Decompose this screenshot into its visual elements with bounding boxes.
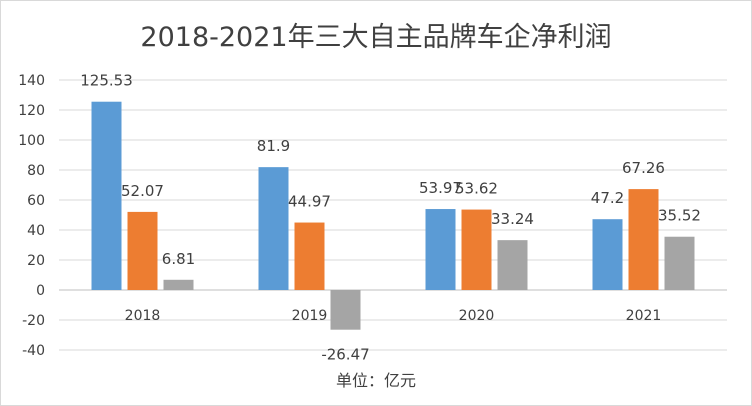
data-label: 35.52 <box>658 207 701 225</box>
data-label: 6.81 <box>162 250 195 268</box>
y-tick-label: -20 <box>22 313 45 329</box>
y-tick-label: 0 <box>36 283 45 299</box>
y-tick-label: 80 <box>27 163 45 179</box>
data-label: 52.07 <box>121 182 164 200</box>
x-tick-label: 2021 <box>626 308 662 324</box>
data-label: 81.9 <box>257 137 290 155</box>
bar <box>425 209 456 290</box>
y-tick-label: 140 <box>18 73 45 89</box>
bar <box>461 209 492 290</box>
x-tick-label: 2019 <box>292 308 328 324</box>
x-tick-label: 2020 <box>459 308 495 324</box>
data-label: -26.47 <box>321 346 369 364</box>
data-label: 47.2 <box>591 189 624 207</box>
data-label: 125.53 <box>80 72 133 90</box>
y-tick-label: 60 <box>27 193 45 209</box>
bar <box>592 219 623 290</box>
chart-title: 2018-2021年三大自主品牌车企净利润 <box>140 22 612 53</box>
y-tick-label: -40 <box>22 343 45 359</box>
bar <box>258 167 289 290</box>
y-tick-label: 120 <box>18 103 45 119</box>
data-label: 53.97 <box>419 179 462 197</box>
y-tick-label: 20 <box>27 253 45 269</box>
bar <box>330 290 361 330</box>
y-tick-label: 100 <box>18 133 45 149</box>
unit-note: 单位：亿元 <box>335 371 416 390</box>
bar <box>294 222 325 290</box>
data-label: 67.26 <box>622 159 665 177</box>
data-label: 33.24 <box>491 210 534 228</box>
bar <box>127 211 158 290</box>
bar <box>664 236 695 290</box>
bar <box>163 279 194 290</box>
bar <box>91 101 122 290</box>
data-label: 53.62 <box>455 180 498 198</box>
y-tick-label: 40 <box>27 223 45 239</box>
x-tick-label: 2018 <box>125 308 161 324</box>
data-label: 44.97 <box>288 193 331 211</box>
bar <box>628 189 659 290</box>
bar <box>497 240 528 290</box>
